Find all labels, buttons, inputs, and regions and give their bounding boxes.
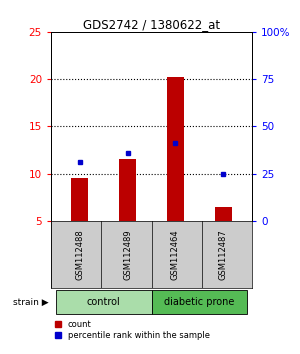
Text: GSM112488: GSM112488 <box>75 229 84 280</box>
Text: diabetic prone: diabetic prone <box>164 297 235 307</box>
Text: GSM112464: GSM112464 <box>171 229 180 280</box>
Title: GDS2742 / 1380622_at: GDS2742 / 1380622_at <box>83 18 220 31</box>
Bar <box>167 77 184 221</box>
Bar <box>71 178 88 221</box>
Bar <box>215 207 232 221</box>
Legend: count, percentile rank within the sample: count, percentile rank within the sample <box>55 320 210 340</box>
Text: strain ▶: strain ▶ <box>13 297 49 307</box>
Bar <box>119 159 136 221</box>
Text: GSM112489: GSM112489 <box>123 229 132 280</box>
Text: GSM112487: GSM112487 <box>219 229 228 280</box>
FancyBboxPatch shape <box>152 290 247 314</box>
FancyBboxPatch shape <box>56 290 152 314</box>
Text: control: control <box>87 297 121 307</box>
